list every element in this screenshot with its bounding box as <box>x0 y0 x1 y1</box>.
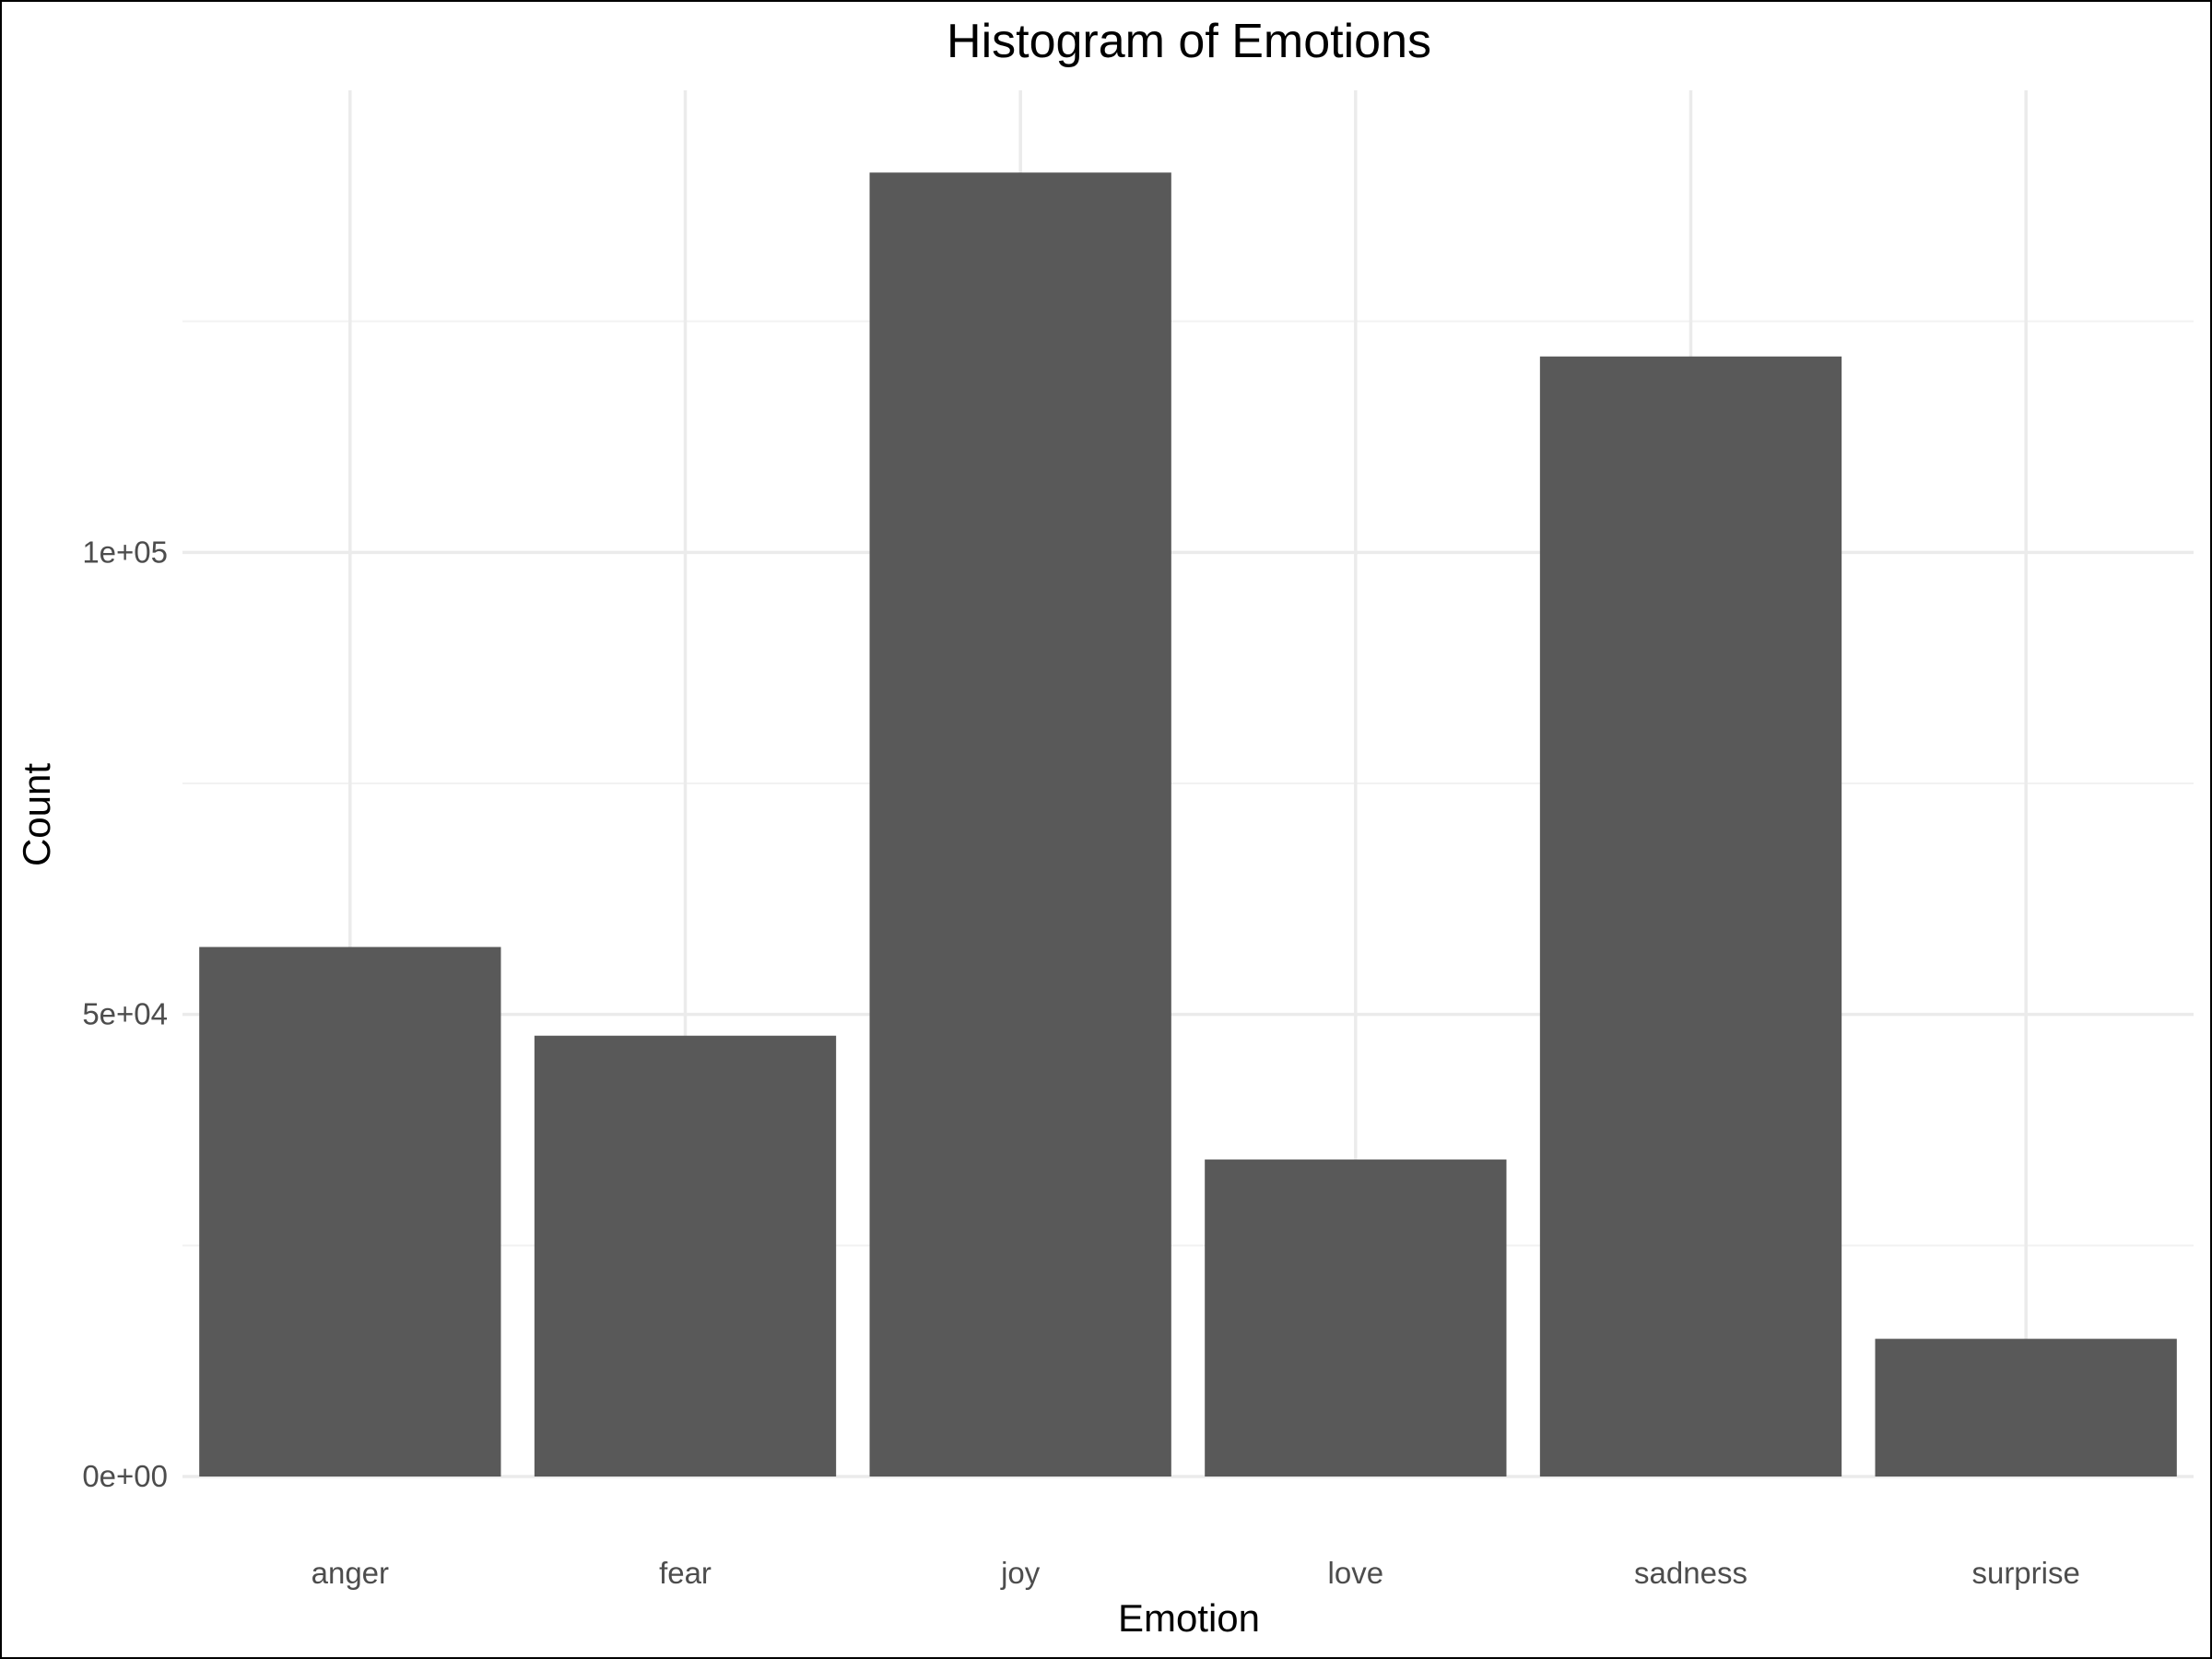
bar-sadness <box>1539 356 1842 1477</box>
y-axis-title: Count <box>15 763 58 866</box>
y-tick-label: 1e+05 <box>82 535 168 569</box>
x-tick-label-fear: fear <box>659 1556 712 1590</box>
x-tick-label-sadness: sadness <box>1634 1556 1747 1590</box>
y-axis-ticks: 0e+00 5e+04 1e+05 <box>82 535 168 1493</box>
bars <box>199 172 2177 1477</box>
x-axis-title: Emotion <box>1118 1596 1260 1640</box>
chart-title: Histogram of Emotions <box>947 15 1431 68</box>
x-tick-label-joy: joy <box>1000 1556 1041 1590</box>
y-tick-label: 0e+00 <box>82 1459 168 1493</box>
bar-surprise <box>1875 1338 2177 1477</box>
bar-love <box>1205 1159 1507 1477</box>
y-tick-label: 5e+04 <box>82 997 168 1031</box>
x-tick-label-love: love <box>1328 1556 1384 1590</box>
x-axis-ticks: anger fear joy love sadness surprise <box>312 1556 2080 1590</box>
x-tick-label-surprise: surprise <box>1971 1556 2079 1590</box>
bar-joy <box>869 172 1171 1477</box>
bar-fear <box>534 1035 837 1477</box>
x-tick-label-anger: anger <box>312 1556 389 1590</box>
bar-anger <box>199 947 501 1477</box>
